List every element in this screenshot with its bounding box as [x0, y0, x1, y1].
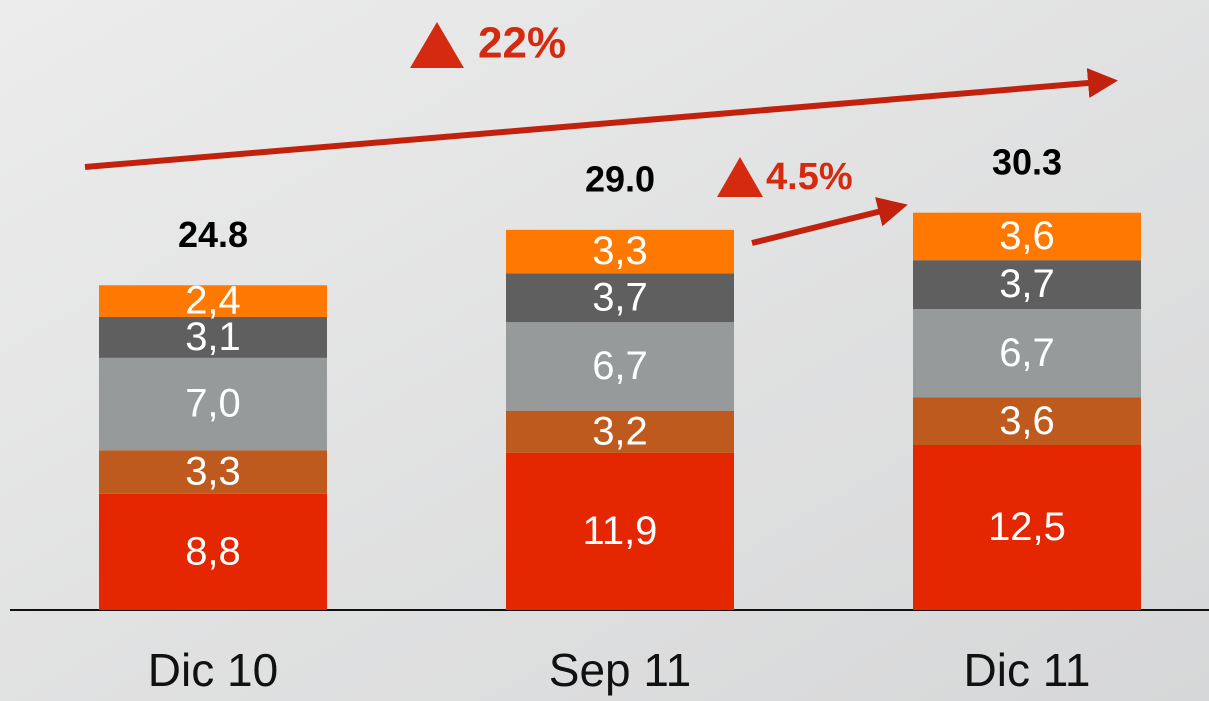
- value-label: 3,2: [592, 409, 648, 453]
- bar-segment: [913, 445, 1141, 610]
- bar-segment: [99, 285, 327, 317]
- up-triangle: [717, 157, 763, 197]
- value-label: 7,0: [185, 382, 241, 426]
- up-triangle: [410, 22, 464, 68]
- annotation: 22%: [478, 19, 566, 68]
- x-tick-label: Dic 11: [964, 644, 1091, 696]
- total-label: 30.3: [992, 142, 1062, 183]
- value-label: 3,6: [999, 214, 1055, 258]
- x-tick-label: Dic 10: [148, 644, 278, 696]
- value-label: 6,7: [999, 331, 1055, 375]
- value-label: 11,9: [583, 509, 658, 553]
- value-label: 3,3: [592, 229, 648, 273]
- value-label: 3,6: [999, 399, 1055, 443]
- growth-arrow: [751, 197, 908, 246]
- bar-segment: [913, 397, 1141, 445]
- total-label: 29.0: [585, 159, 655, 200]
- growth-arrow: [84, 68, 1118, 170]
- x-tick-label: Sep 11: [549, 644, 691, 696]
- bar-segment: [99, 357, 327, 451]
- value-label: 3,3: [185, 450, 241, 494]
- bar-segment: [506, 229, 734, 274]
- value-label: 3,7: [592, 275, 648, 319]
- bar-segment: [99, 316, 327, 358]
- bar-segment: [913, 260, 1141, 310]
- bar-segment: [506, 410, 734, 453]
- bar-segment: [99, 493, 327, 610]
- value-label: 3,7: [999, 262, 1055, 306]
- value-label: 6,7: [592, 344, 648, 388]
- value-label: 2,4: [185, 279, 241, 323]
- value-label: 12,5: [988, 505, 1066, 549]
- annotation: 4.5%: [766, 156, 853, 198]
- total-label: 24.8: [178, 214, 248, 255]
- bar-segment: [913, 309, 1141, 398]
- bar-segment: [506, 452, 734, 610]
- value-label: 3,1: [185, 315, 241, 359]
- value-label: 8,8: [185, 529, 241, 573]
- bar-segment: [99, 450, 327, 494]
- bar-segment: [506, 273, 734, 323]
- bar-segment: [913, 212, 1141, 261]
- bar-segment: [506, 322, 734, 411]
